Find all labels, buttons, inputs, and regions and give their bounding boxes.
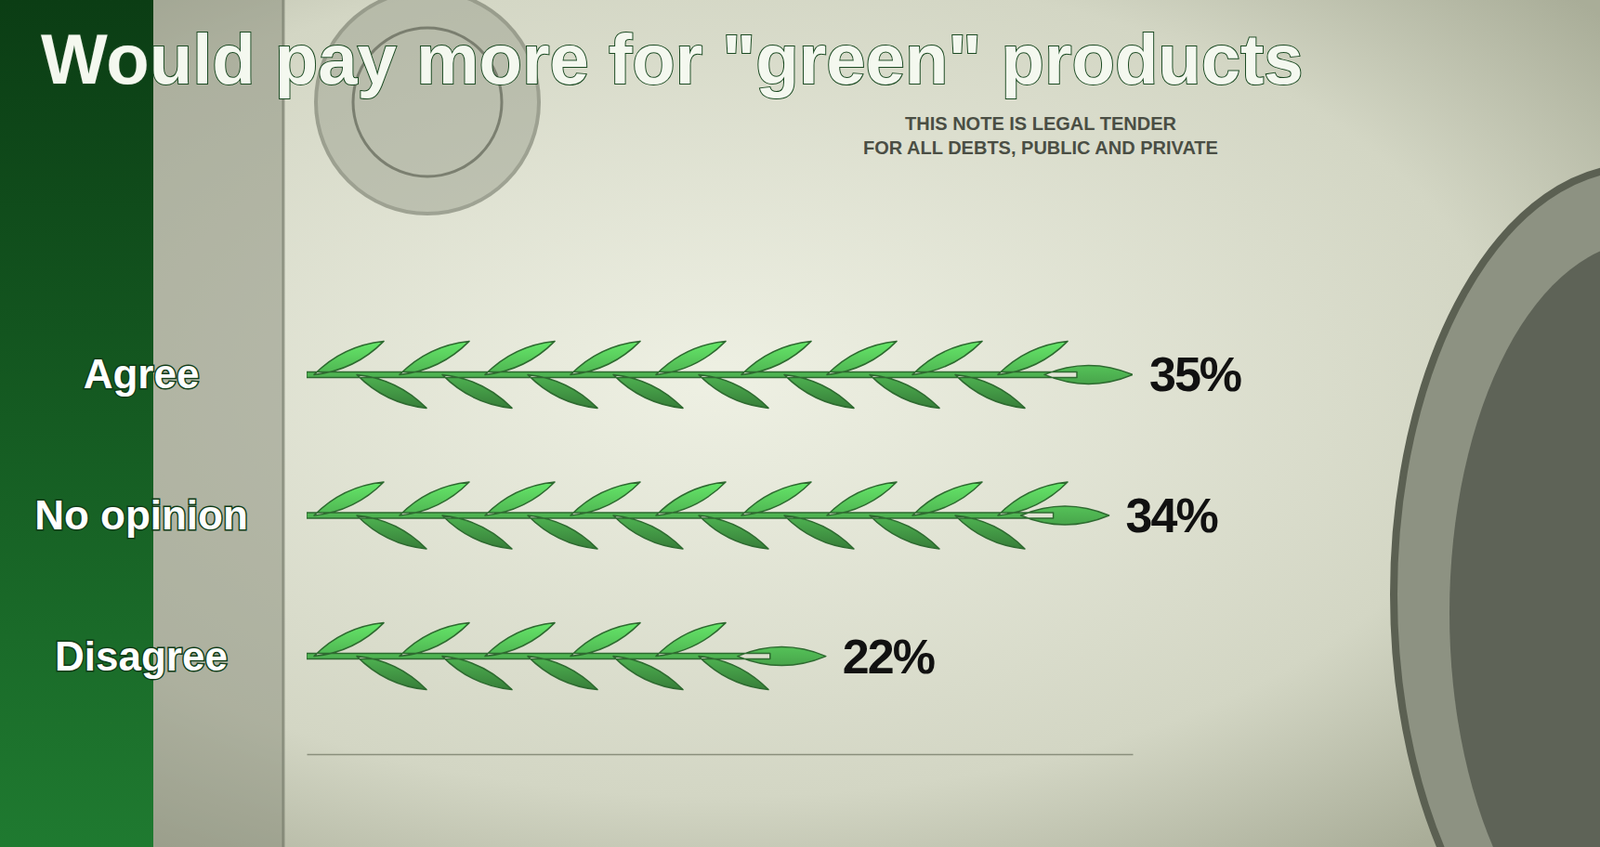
bar [306, 623, 827, 691]
bill-background [0, 0, 1600, 847]
x-axis-line [307, 754, 1134, 757]
data-label: 34% [1126, 488, 1219, 543]
annotation: FOR ALL DEBTS, PUBLIC AND PRIVATE [863, 137, 1219, 158]
chart-canvas: THIS NOTE IS LEGAL TENDER FOR ALL DEBTS, … [0, 0, 1600, 847]
data-label: 35% [1149, 347, 1242, 402]
x-axis [307, 754, 1134, 756]
bill-border [153, 0, 284, 847]
bar [306, 482, 1110, 550]
left-strip [0, 0, 154, 847]
data-label: 22% [842, 629, 935, 684]
category-labels: Agree No opinion Disagree [34, 351, 249, 679]
portrait-frame [1393, 167, 1600, 847]
annotation: THIS NOTE IS LEGAL TENDER [904, 113, 1177, 134]
category-label: Agree [83, 351, 200, 397]
bar [306, 340, 1133, 408]
bars [306, 340, 1133, 690]
title: Would pay more for "green" products [40, 19, 1304, 99]
bill-border-line [282, 0, 286, 847]
portrait [1449, 241, 1600, 847]
category-label: No opinion [34, 492, 249, 538]
category-label: Disagree [54, 633, 228, 680]
